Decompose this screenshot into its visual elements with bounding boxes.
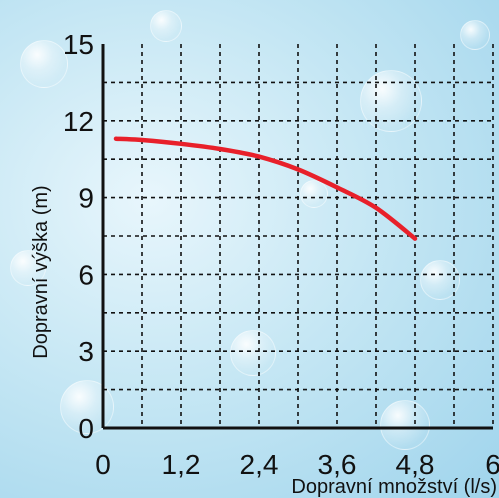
y-tick-label: 6 [78,259,94,290]
grid [103,44,494,428]
background-bubble [380,400,430,450]
background-bubble [300,180,328,208]
axes [101,44,493,430]
y-tick-label: 12 [63,106,94,137]
y-tick-label: 15 [63,29,94,60]
y-axis-title: Dopravní výška (m) [30,185,52,358]
x-tick-label: 3,6 [318,449,357,480]
background-bubble [230,330,276,376]
x-tick-label: 6 [485,449,499,480]
y-tick-label: 3 [78,336,94,367]
background-bubble [20,40,68,88]
x-tick-label: 4,8 [396,449,435,480]
pump-curve-line [113,136,418,241]
background-bubble [150,10,182,42]
series [113,136,418,241]
y-tick-label: 0 [78,413,94,444]
background-bubble [10,250,46,286]
x-tick-label: 2,4 [240,449,279,480]
background-bubble [360,70,422,132]
y-tick-label: 9 [78,183,94,214]
tick-labels: 0 1,2 2,4 3,6 4,8 6 0 3 6 9 12 15 [63,29,499,480]
x-tick-label: 0 [95,449,111,480]
x-tick-label: 1,2 [162,449,201,480]
background-bubble [460,20,490,50]
x-axis-title: Dopravní množství (l/s) [291,476,497,498]
